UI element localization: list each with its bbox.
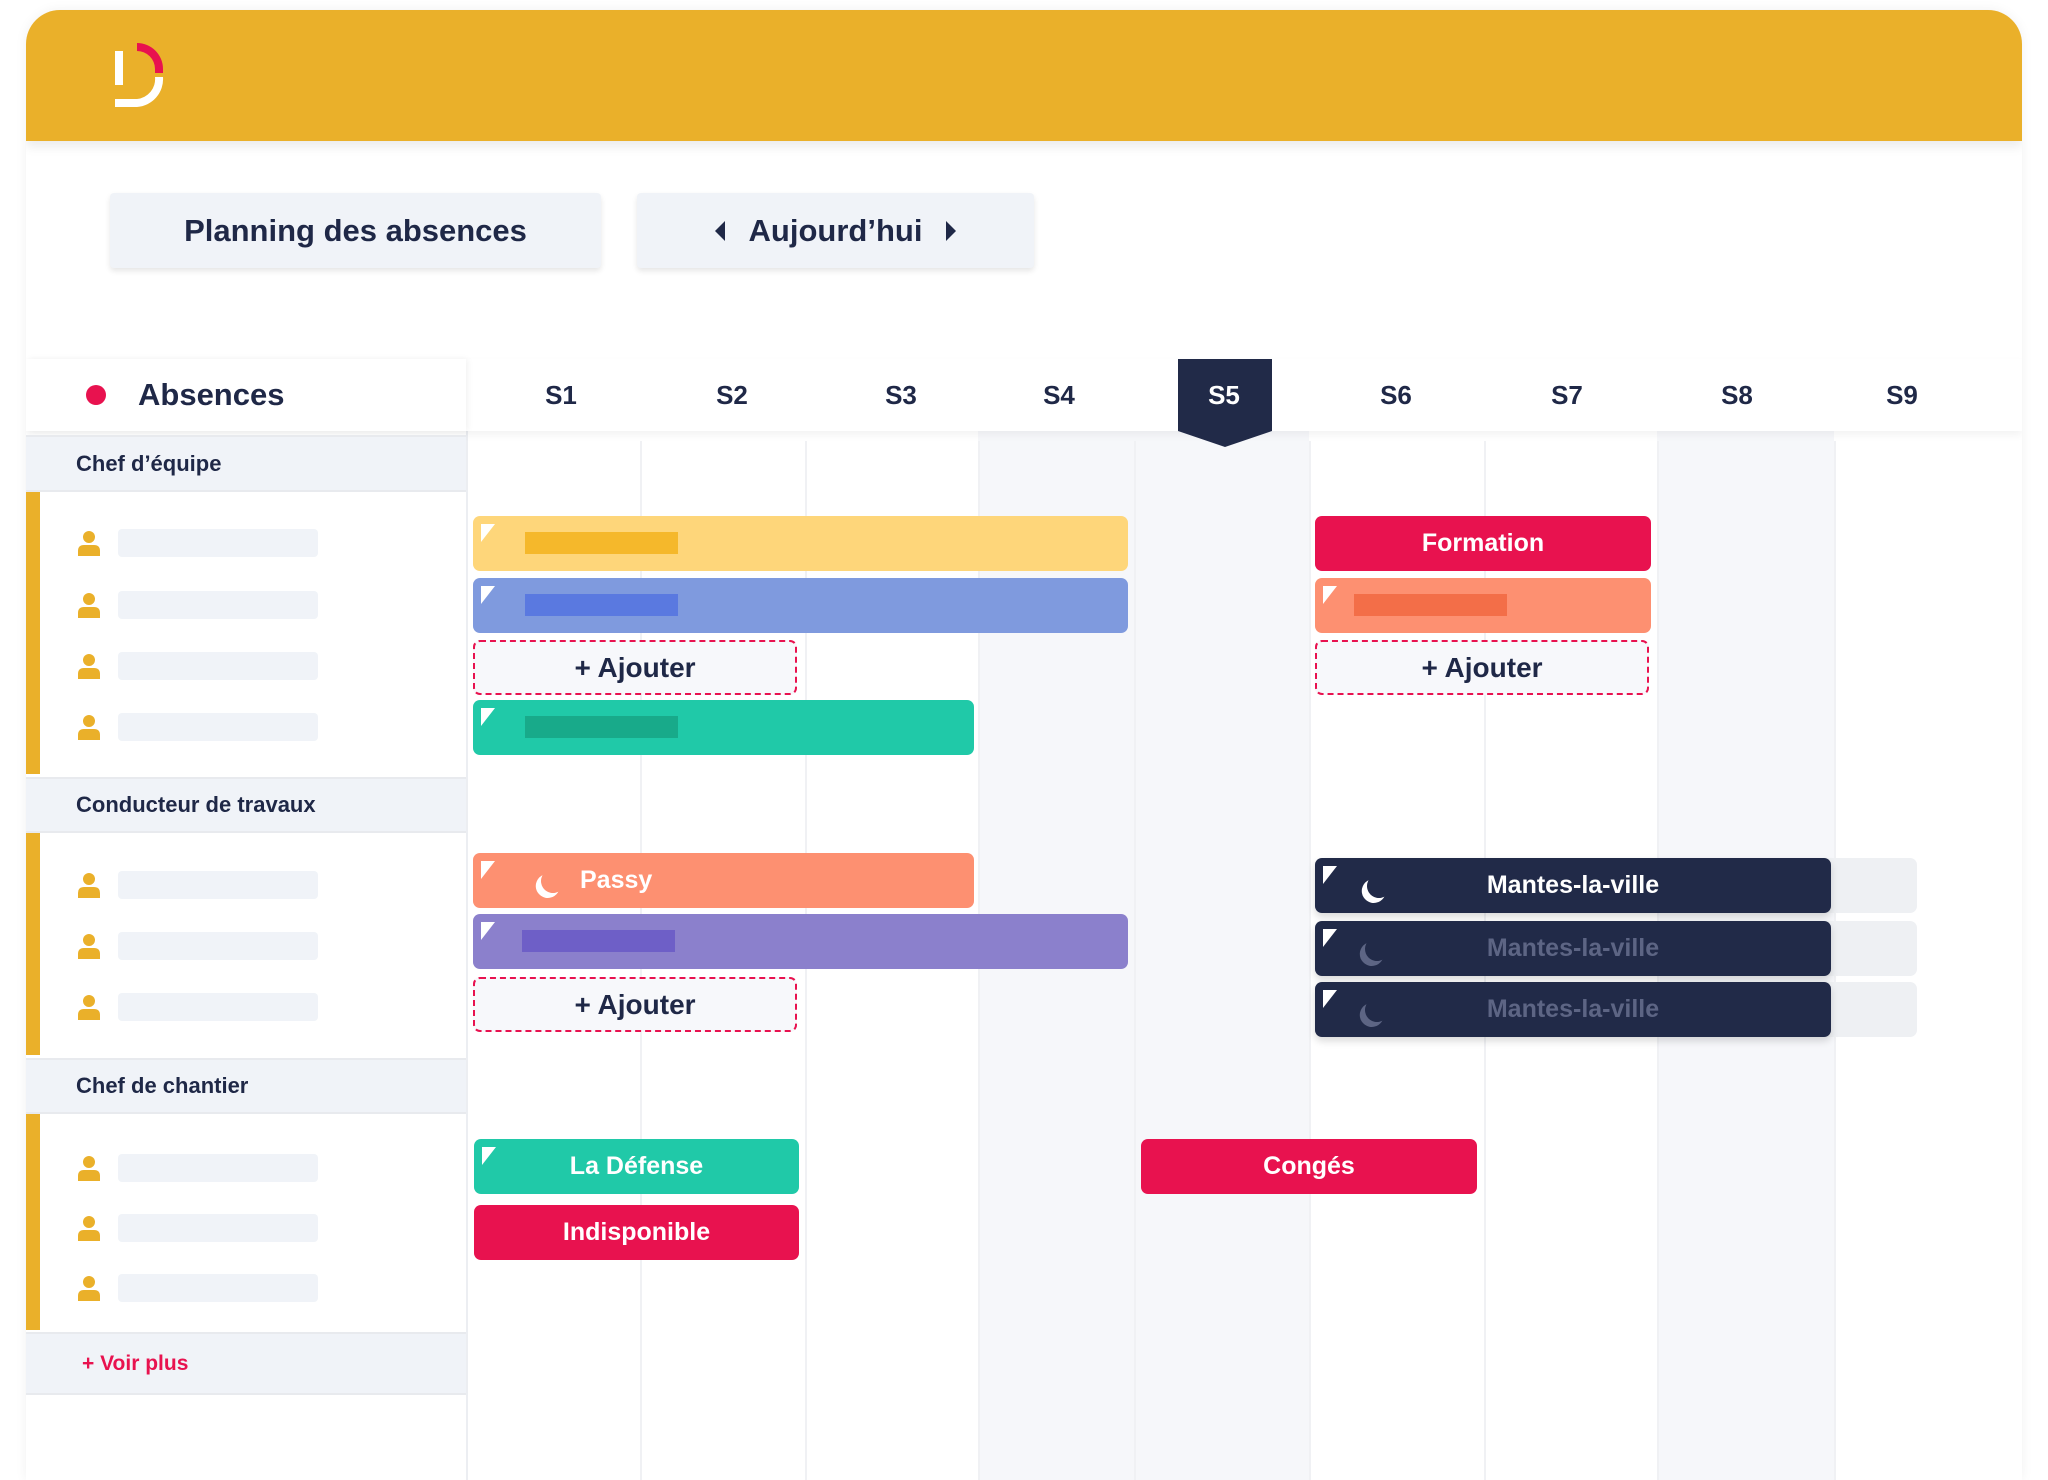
mantes-bar[interactable]: Mantes-la-ville <box>1315 921 1831 976</box>
moon-icon <box>1363 935 1391 963</box>
absence-bar[interactable] <box>473 578 1128 633</box>
person-icon <box>78 531 100 556</box>
week-column-s5 <box>1134 431 1309 1480</box>
employee-name-placeholder[interactable] <box>118 529 318 557</box>
absence-bar[interactable] <box>473 914 1128 969</box>
absences-header: Absences <box>26 359 466 431</box>
prev-arrow-icon[interactable] <box>714 220 725 241</box>
planning-title-button[interactable]: Planning des absences <box>110 193 601 268</box>
passy-bar[interactable]: Passy <box>473 853 974 908</box>
person-icon <box>78 873 100 898</box>
group-chef-chantier: Chef de chantier <box>26 1058 466 1114</box>
absence-bar[interactable] <box>473 516 1128 571</box>
week-s3[interactable]: S3 <box>885 379 917 410</box>
employee-name-placeholder[interactable] <box>118 871 318 899</box>
employee-name-placeholder[interactable] <box>118 932 318 960</box>
top-header <box>26 10 2022 141</box>
group-conducteur-travaux: Conducteur de travaux <box>26 777 466 833</box>
employee-name-placeholder[interactable] <box>118 652 318 680</box>
moon-icon <box>1365 872 1393 900</box>
employee-name-placeholder[interactable] <box>118 1214 318 1242</box>
employee-name-placeholder[interactable] <box>118 993 318 1021</box>
group-chef-equipe: Chef d’équipe <box>26 435 466 492</box>
week-s5[interactable]: S5 <box>1208 379 1240 410</box>
employee-name-placeholder[interactable] <box>118 591 318 619</box>
current-week-marker <box>1178 359 1272 447</box>
date-navigator: Aujourd’hui <box>637 193 1034 268</box>
week-s7[interactable]: S7 <box>1551 379 1583 410</box>
planning-title: Planning des absences <box>184 212 527 248</box>
moon-icon <box>539 867 567 895</box>
indisponible-bar[interactable]: Indisponible <box>474 1205 799 1260</box>
employee-name-placeholder[interactable] <box>118 1274 318 1302</box>
person-icon <box>78 654 100 679</box>
person-icon <box>78 1216 100 1241</box>
mantes-bar[interactable]: Mantes-la-ville <box>1315 858 1831 913</box>
logo <box>115 43 164 107</box>
week-s4[interactable]: S4 <box>1043 379 1075 410</box>
formation-bar[interactable]: Formation <box>1315 516 1651 571</box>
mantes-bar[interactable]: Mantes-la-ville <box>1315 982 1831 1037</box>
week-s2[interactable]: S2 <box>716 379 748 410</box>
conges-bar[interactable]: Congés <box>1141 1139 1477 1194</box>
moon-icon <box>1363 996 1391 1024</box>
next-arrow-icon[interactable] <box>946 220 957 241</box>
week-s9[interactable]: S9 <box>1886 379 1918 410</box>
week-s1[interactable]: S1 <box>545 379 577 410</box>
today-button[interactable]: Aujourd’hui <box>748 212 923 248</box>
person-icon <box>78 934 100 959</box>
person-icon <box>78 1156 100 1181</box>
week-s8[interactable]: S8 <box>1721 379 1753 410</box>
add-absence-button[interactable]: + Ajouter <box>473 640 797 695</box>
week-s6[interactable]: S6 <box>1380 379 1412 410</box>
see-more-link[interactable]: + Voir plus <box>26 1332 466 1395</box>
table-header <box>26 359 2022 431</box>
add-absence-button[interactable]: + Ajouter <box>1315 640 1649 695</box>
person-icon <box>78 1276 100 1301</box>
la-defense-bar[interactable]: La Défense <box>474 1139 799 1194</box>
employee-name-placeholder[interactable] <box>118 1154 318 1182</box>
person-icon <box>78 593 100 618</box>
person-icon <box>78 715 100 740</box>
absences-title: Absences <box>138 377 285 412</box>
app-window: Planning des absences Aujourd’hui Absenc… <box>26 10 2022 1480</box>
absence-bar[interactable] <box>1315 578 1651 633</box>
employee-name-placeholder[interactable] <box>118 713 318 741</box>
absence-bar[interactable] <box>473 700 974 755</box>
person-icon <box>78 995 100 1020</box>
add-absence-button[interactable]: + Ajouter <box>473 977 797 1032</box>
status-dot-icon <box>86 385 106 405</box>
